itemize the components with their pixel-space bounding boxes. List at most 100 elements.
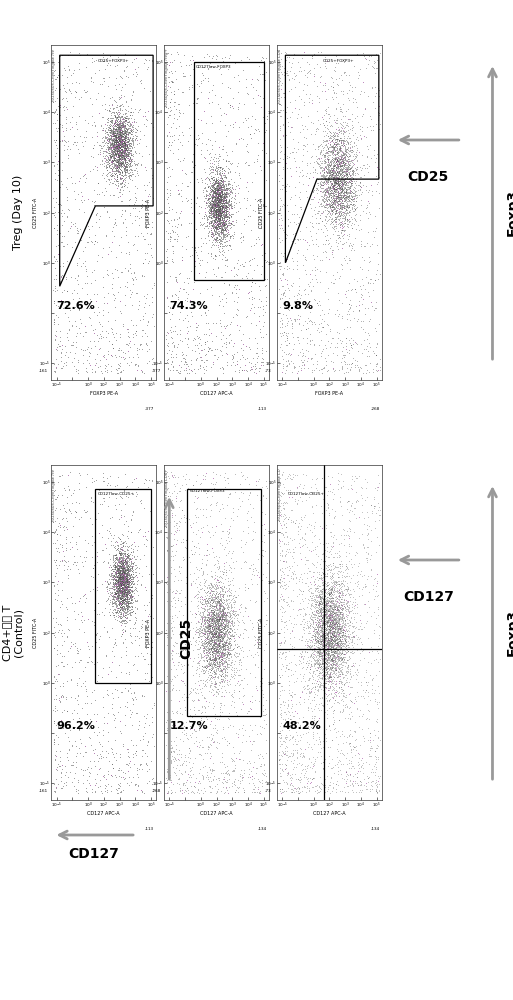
Point [54,657,62,673]
Point [107,568,115,584]
Point [333,630,341,646]
Point [120,573,128,589]
Point [348,618,356,634]
Point [320,176,328,192]
Point [216,188,225,204]
Point [120,604,128,620]
Point [291,293,299,309]
Point [342,202,350,218]
Point [110,157,118,173]
Point [202,645,210,661]
Point [233,612,241,628]
Point [340,353,348,369]
Point [176,656,185,672]
Point [287,514,295,530]
Point [116,571,125,587]
Point [304,739,312,755]
Point [121,177,129,193]
Point [116,569,124,585]
Point [192,315,200,331]
Text: CD25+FOXP3+: CD25+FOXP3+ [97,59,129,63]
Point [216,598,224,614]
Point [327,195,336,211]
Point [208,208,216,224]
Point [213,216,221,232]
Point [369,345,378,361]
Point [328,599,337,615]
Point [116,571,125,587]
Point [299,466,307,482]
Point [328,210,336,226]
Point [75,593,83,609]
Point [107,160,115,176]
Point [214,198,223,214]
Point [327,732,336,748]
Point [334,155,343,171]
Point [50,364,58,380]
Point [115,580,124,596]
Point [111,112,119,128]
Point [246,362,254,378]
Point [133,136,142,152]
Point [343,177,351,193]
Point [213,686,222,702]
Point [348,643,357,659]
Point [187,778,195,794]
Point [307,228,315,244]
Point [126,587,134,603]
Point [89,560,97,576]
Point [125,151,133,167]
Point [369,94,378,110]
Point [114,104,122,120]
Point [112,612,121,628]
Point [111,559,120,575]
Point [81,258,89,274]
Point [126,588,134,604]
Point [223,185,231,201]
Point [314,784,322,800]
Point [333,683,341,699]
Point [331,137,340,153]
Point [110,142,119,158]
Point [214,192,223,208]
Point [50,356,58,372]
Point [307,611,315,627]
Point [258,675,266,691]
Point [308,498,316,514]
Point [194,649,203,665]
Point [314,634,323,650]
Point [57,769,66,785]
Point [213,197,222,213]
Point [117,147,126,163]
Point [120,145,128,161]
Point [339,96,347,112]
Point [339,614,347,630]
Point [229,348,238,364]
Point [95,482,104,498]
Point [225,50,233,66]
Point [145,761,153,777]
Point [198,524,206,540]
Point [164,361,172,377]
Text: CD25: CD25 [408,170,449,184]
Point [114,151,123,167]
Point [331,214,339,230]
Point [120,482,128,498]
Point [217,189,225,205]
Point [308,48,317,64]
Point [230,606,238,622]
Point [116,576,125,592]
Point [168,784,176,800]
Point [106,127,114,143]
Point [330,595,339,611]
Point [117,599,126,615]
Point [208,665,216,681]
Point [260,618,268,634]
Point [97,783,105,799]
Point [305,170,313,186]
Point [358,504,366,520]
Point [217,628,225,644]
Point [309,650,317,666]
Point [215,577,224,593]
Point [281,740,289,756]
